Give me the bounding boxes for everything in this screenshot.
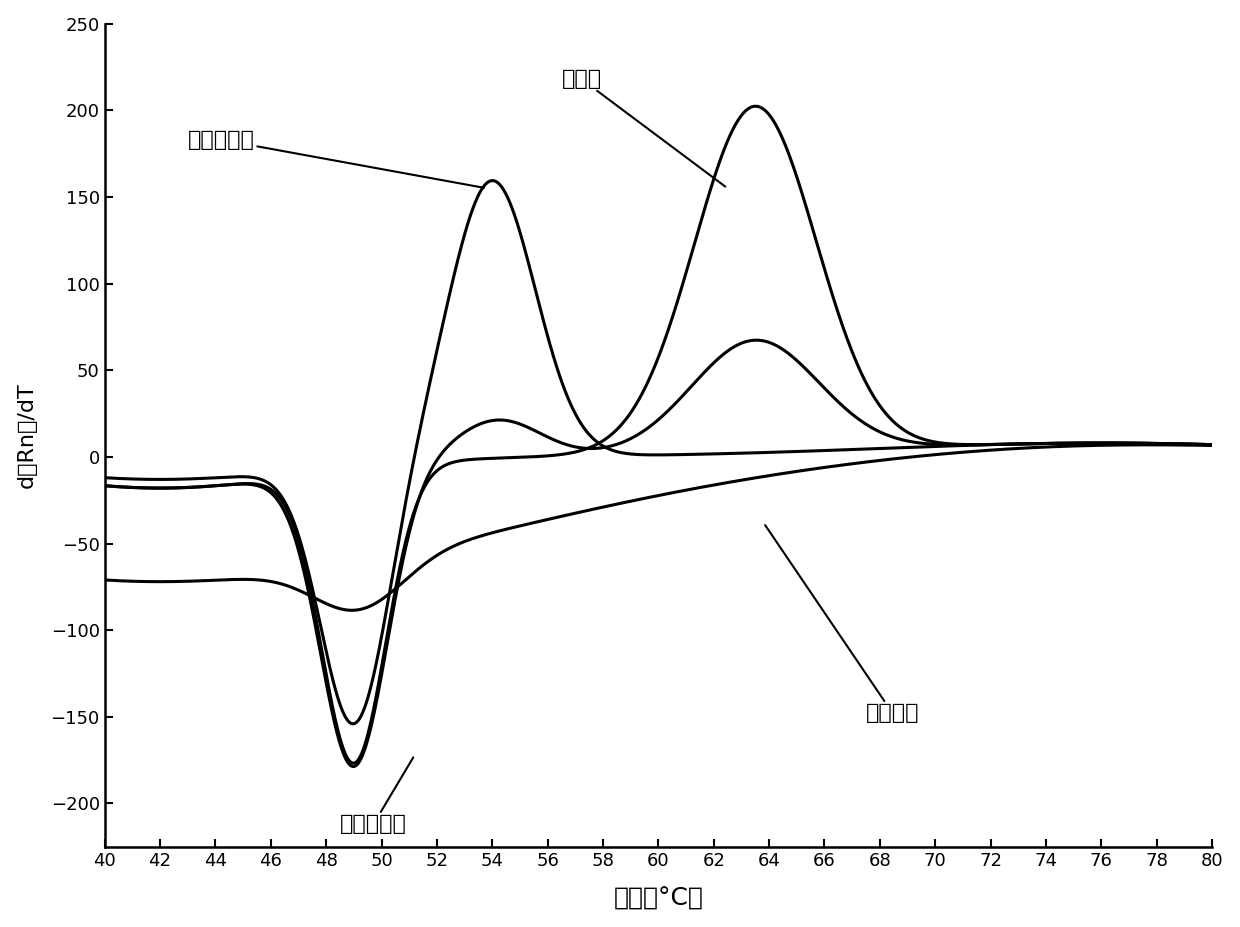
Text: 杂合突变型: 杂合突变型 bbox=[340, 757, 413, 834]
Text: 野生型: 野生型 bbox=[562, 70, 725, 186]
Text: 纯合突变型: 纯合突变型 bbox=[187, 130, 484, 188]
Y-axis label: d（Rn）/dT: d（Rn）/dT bbox=[16, 382, 37, 489]
Text: 阴性对照: 阴性对照 bbox=[765, 525, 920, 723]
X-axis label: 温度（°C）: 温度（°C） bbox=[614, 886, 703, 910]
